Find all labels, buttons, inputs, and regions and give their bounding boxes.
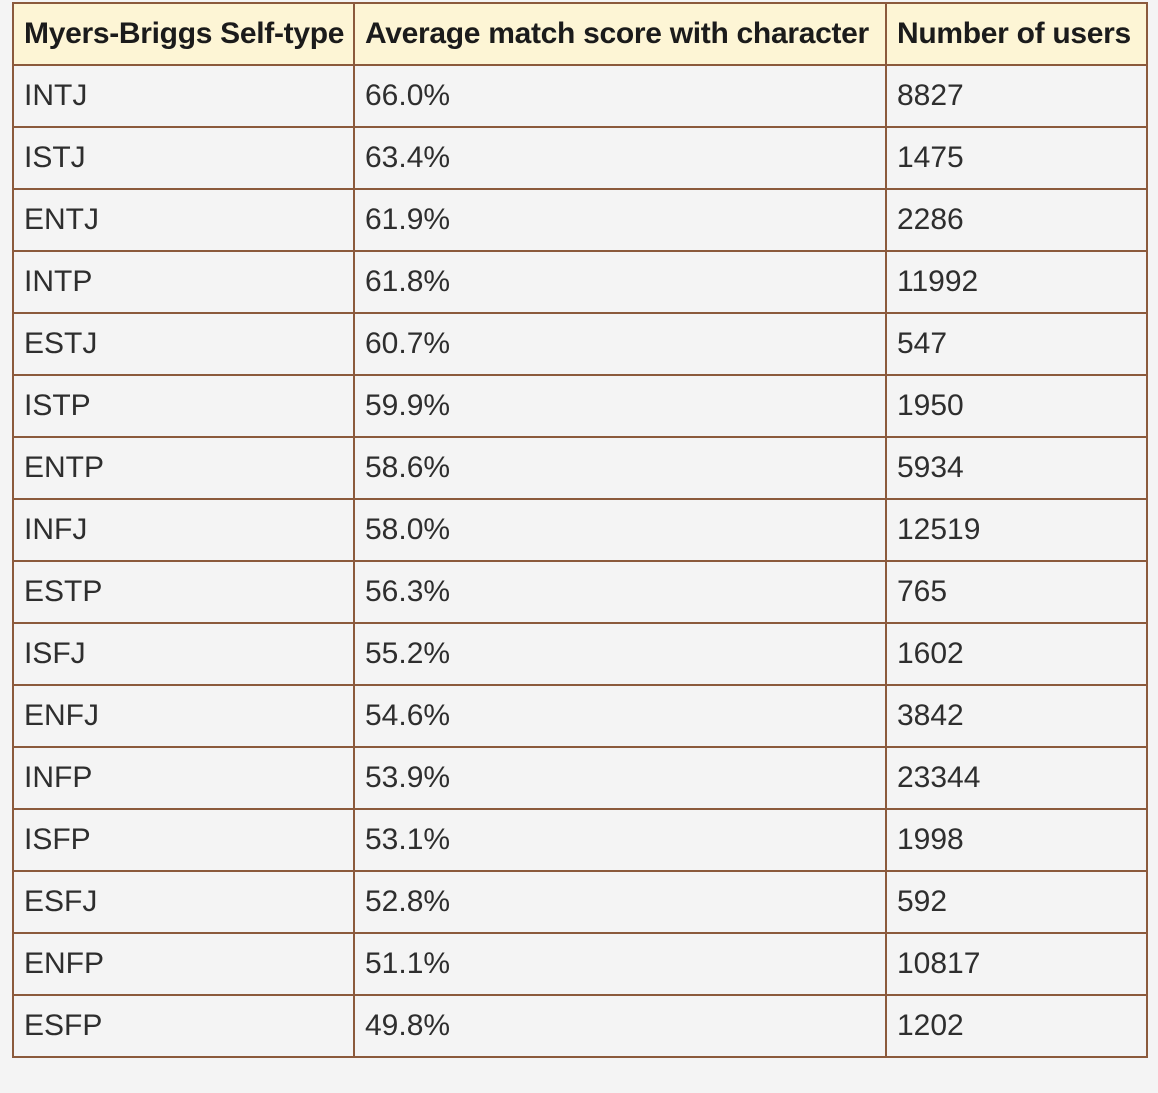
table-container: Myers-Briggs Self-type Average match sco… xyxy=(12,2,1148,1058)
cell-average-match-score: 66.0% xyxy=(353,64,887,128)
table-row: ENTP 58.6% 5934 xyxy=(12,436,1148,500)
cell-average-match-score: 60.7% xyxy=(353,312,887,376)
cell-self-type: ISFP xyxy=(12,808,355,872)
cell-number-of-users: 23344 xyxy=(885,746,1148,810)
cell-self-type: ISTJ xyxy=(12,126,355,190)
cell-number-of-users: 1602 xyxy=(885,622,1148,686)
cell-average-match-score: 61.9% xyxy=(353,188,887,252)
cell-self-type: ESTJ xyxy=(12,312,355,376)
cell-average-match-score: 61.8% xyxy=(353,250,887,314)
cell-number-of-users: 592 xyxy=(885,870,1148,934)
cell-number-of-users: 1475 xyxy=(885,126,1148,190)
table-body: INTJ 66.0% 8827 ISTJ 63.4% 1475 ENTJ 61.9% 2286 I… xyxy=(12,64,1148,1058)
table-row: ESFJ 52.8% 592 xyxy=(12,870,1148,934)
cell-average-match-score: 51.1% xyxy=(353,932,887,996)
cell-number-of-users: 10817 xyxy=(885,932,1148,996)
table-row: ENTJ 61.9% 2286 xyxy=(12,188,1148,252)
cell-average-match-score: 59.9% xyxy=(353,374,887,438)
table-row: INFP 53.9% 23344 xyxy=(12,746,1148,810)
cell-number-of-users: 11992 xyxy=(885,250,1148,314)
cell-average-match-score: 52.8% xyxy=(353,870,887,934)
table-row: INTP 61.8% 11992 xyxy=(12,250,1148,314)
cell-average-match-score: 53.1% xyxy=(353,808,887,872)
cell-average-match-score: 58.0% xyxy=(353,498,887,562)
cell-self-type: ENFJ xyxy=(12,684,355,748)
header-self-type: Myers-Briggs Self-type xyxy=(12,2,355,66)
cell-self-type: INTP xyxy=(12,250,355,314)
table-row: ISTP 59.9% 1950 xyxy=(12,374,1148,438)
mbti-match-table: Myers-Briggs Self-type Average match sco… xyxy=(12,2,1148,1058)
cell-number-of-users: 3842 xyxy=(885,684,1148,748)
cell-number-of-users: 1202 xyxy=(885,994,1148,1058)
table-row: ISTJ 63.4% 1475 xyxy=(12,126,1148,190)
cell-self-type: ISTP xyxy=(12,374,355,438)
cell-self-type: INTJ xyxy=(12,64,355,128)
cell-self-type: ENTJ xyxy=(12,188,355,252)
header-average-match-score: Average match score with character xyxy=(353,2,887,66)
cell-number-of-users: 1950 xyxy=(885,374,1148,438)
table-row: INFJ 58.0% 12519 xyxy=(12,498,1148,562)
cell-self-type: INFP xyxy=(12,746,355,810)
table-row: ESFP 49.8% 1202 xyxy=(12,994,1148,1058)
cell-self-type: ENTP xyxy=(12,436,355,500)
cell-average-match-score: 63.4% xyxy=(353,126,887,190)
cell-average-match-score: 56.3% xyxy=(353,560,887,624)
table-row: ISFJ 55.2% 1602 xyxy=(12,622,1148,686)
header-number-of-users: Number of users xyxy=(885,2,1148,66)
cell-average-match-score: 58.6% xyxy=(353,436,887,500)
cell-self-type: ESTP xyxy=(12,560,355,624)
header-row: Myers-Briggs Self-type Average match sco… xyxy=(12,2,1148,66)
table-row: ISFP 53.1% 1998 xyxy=(12,808,1148,872)
table-row: ENFJ 54.6% 3842 xyxy=(12,684,1148,748)
cell-average-match-score: 49.8% xyxy=(353,994,887,1058)
table-row: ESTP 56.3% 765 xyxy=(12,560,1148,624)
cell-average-match-score: 53.9% xyxy=(353,746,887,810)
cell-number-of-users: 12519 xyxy=(885,498,1148,562)
cell-average-match-score: 55.2% xyxy=(353,622,887,686)
cell-average-match-score: 54.6% xyxy=(353,684,887,748)
cell-self-type: ESFP xyxy=(12,994,355,1058)
cell-number-of-users: 1998 xyxy=(885,808,1148,872)
cell-number-of-users: 547 xyxy=(885,312,1148,376)
cell-number-of-users: 765 xyxy=(885,560,1148,624)
cell-self-type: ESFJ xyxy=(12,870,355,934)
cell-self-type: ENFP xyxy=(12,932,355,996)
cell-self-type: INFJ xyxy=(12,498,355,562)
cell-number-of-users: 5934 xyxy=(885,436,1148,500)
table-row: ESTJ 60.7% 547 xyxy=(12,312,1148,376)
table-row: ENFP 51.1% 10817 xyxy=(12,932,1148,996)
cell-number-of-users: 2286 xyxy=(885,188,1148,252)
table-row: INTJ 66.0% 8827 xyxy=(12,64,1148,128)
cell-self-type: ISFJ xyxy=(12,622,355,686)
table-header: Myers-Briggs Self-type Average match sco… xyxy=(12,2,1148,66)
cell-number-of-users: 8827 xyxy=(885,64,1148,128)
